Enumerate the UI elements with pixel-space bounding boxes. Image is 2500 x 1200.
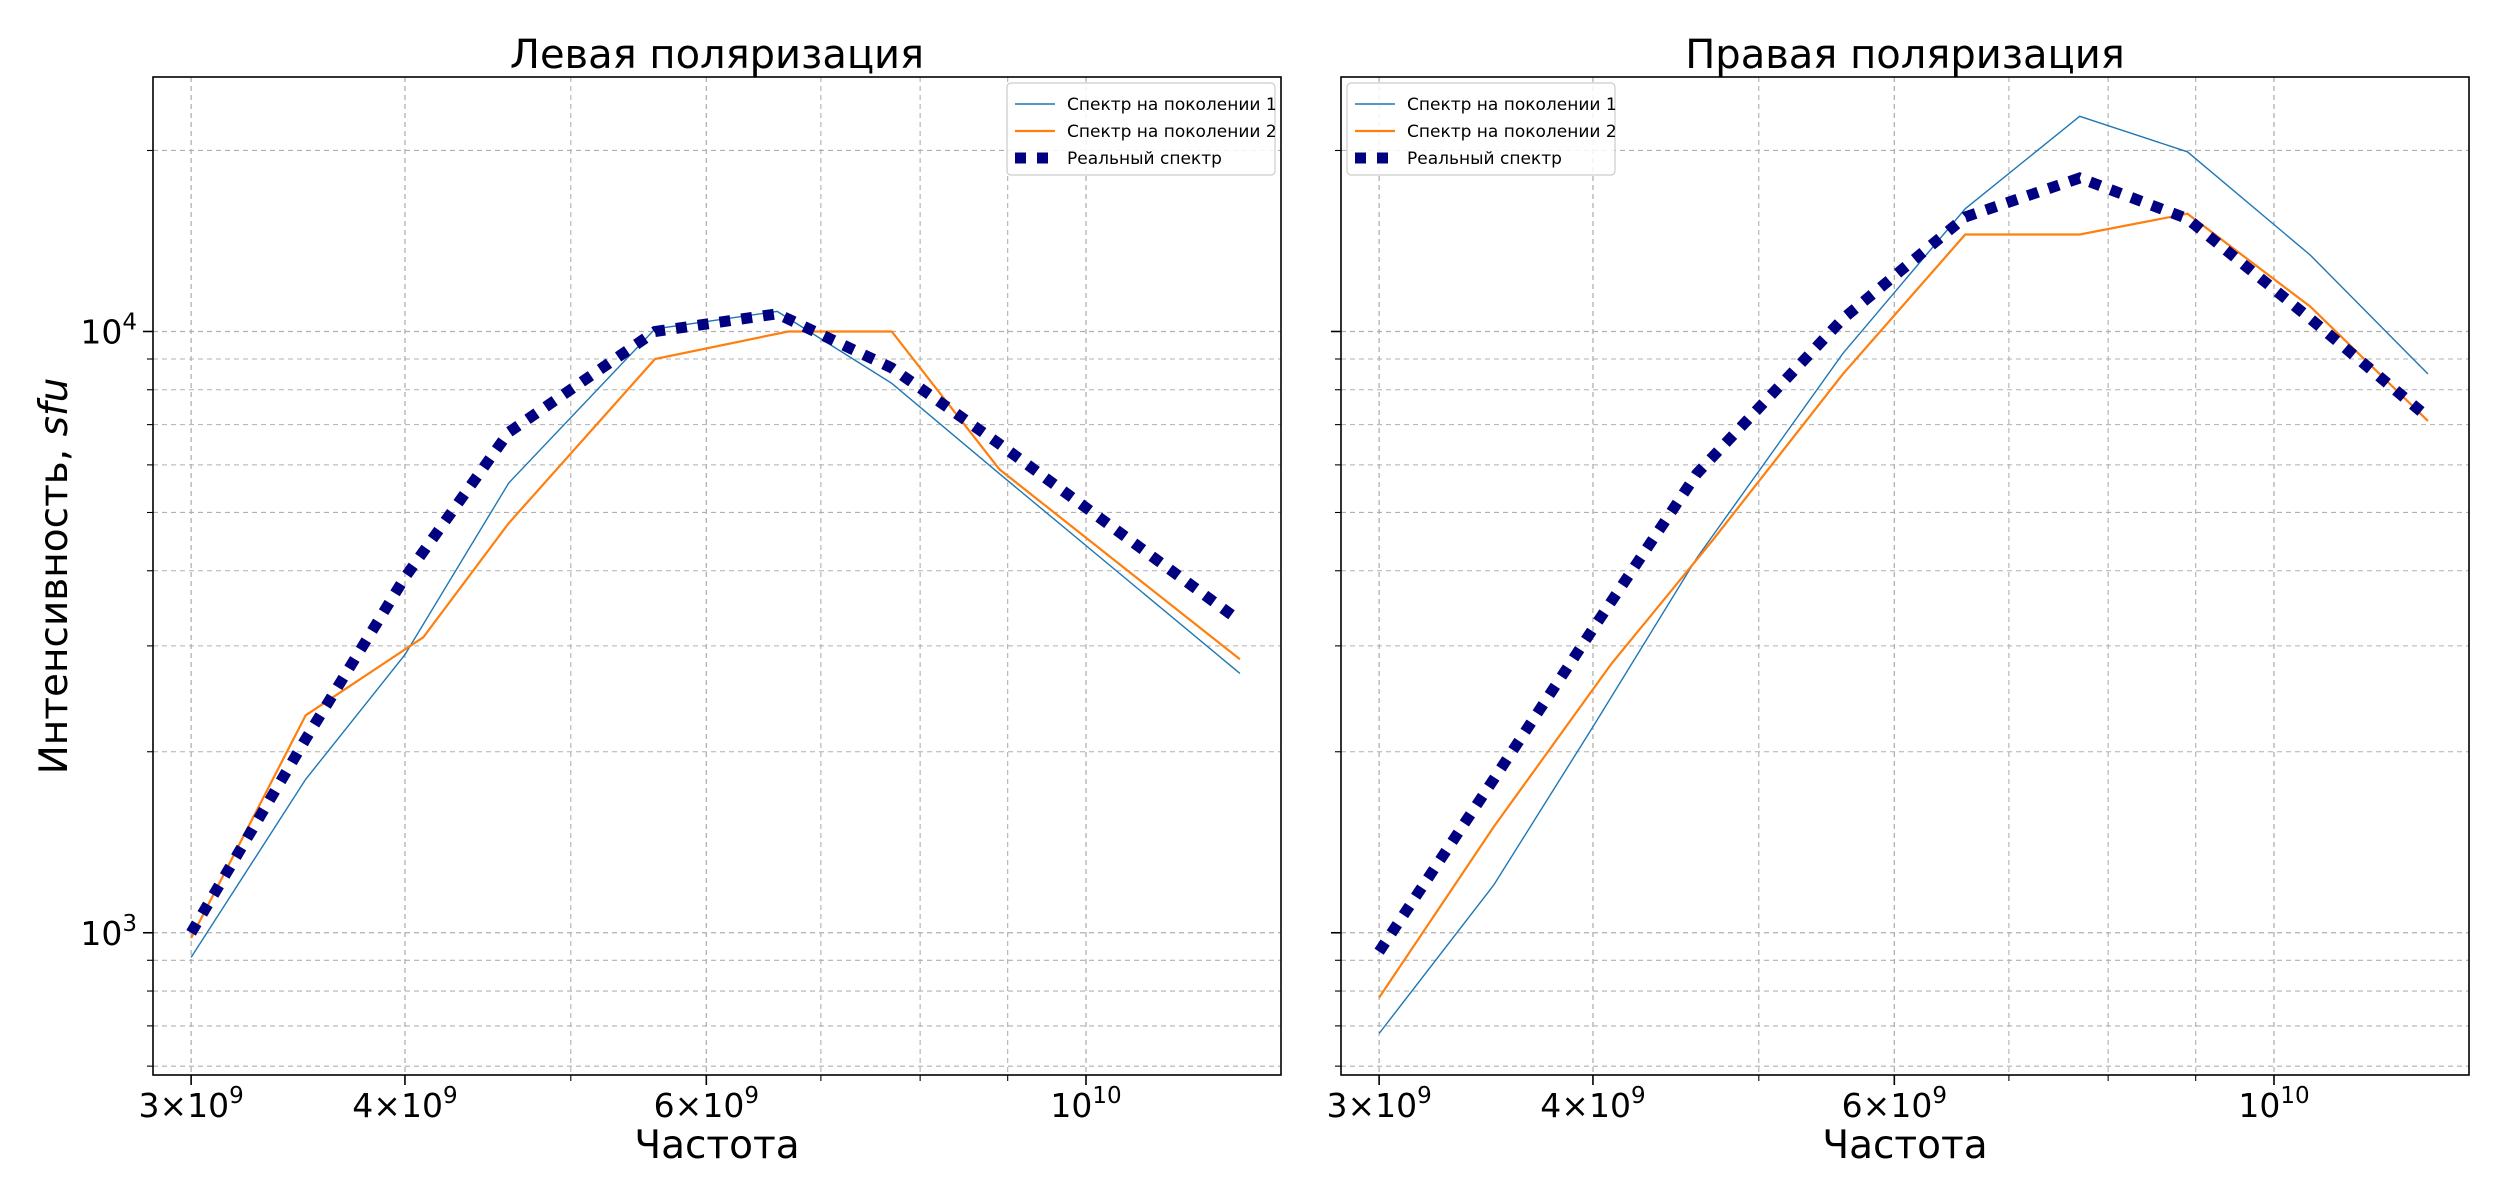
plot-frame bbox=[1340, 76, 2470, 1076]
x-tick-label: 6×109 bbox=[1842, 1083, 1947, 1125]
grid bbox=[1341, 77, 2469, 1075]
x-tick-label: 4×109 bbox=[352, 1083, 457, 1125]
series-line-3 bbox=[1374, 172, 2432, 955]
x-tick-label: 4×109 bbox=[1540, 1083, 1645, 1125]
x-tick-label: 3×109 bbox=[1326, 1083, 1431, 1125]
legend-label: Спектр на поколении 1 bbox=[1407, 95, 1617, 115]
x-tick-label: 1010 bbox=[1050, 1083, 1121, 1125]
chart-title: Левая поляризация bbox=[510, 32, 924, 78]
axis-ticks: 3×109 4×109 6×109 1010 bbox=[1326, 149, 2310, 1125]
y-axis-label-text: Интенсивность, bbox=[32, 436, 77, 774]
legend-label: Спектр на поколении 2 bbox=[1407, 122, 1617, 142]
y-axis-label-unit: sfu bbox=[32, 378, 77, 437]
series-line-1 bbox=[1378, 115, 2429, 1034]
x-tick-label: 1010 bbox=[2238, 1083, 2309, 1125]
legend-box bbox=[1346, 82, 1616, 176]
y-tick-label: 103 bbox=[80, 911, 137, 953]
axis-ticks: 3×109 4×109 6×109 1010 103 104 bbox=[80, 149, 1122, 1125]
legend-label: Реальный спектр bbox=[1407, 149, 1562, 169]
legend-label: Спектр на поколении 1 bbox=[1067, 95, 1277, 115]
y-tick-label: 104 bbox=[80, 309, 137, 351]
chart-title: Правая поляризация bbox=[1685, 32, 2125, 78]
legend-label: Спектр на поколении 2 bbox=[1067, 122, 1277, 142]
y-axis-label: Интенсивность, sfu bbox=[32, 378, 77, 775]
legend-box bbox=[1006, 82, 1276, 176]
x-tick-label: 6×109 bbox=[654, 1083, 759, 1125]
x-axis-label: Частота bbox=[634, 1123, 799, 1168]
x-tick-label: 3×109 bbox=[138, 1083, 243, 1125]
x-axis-label: Частота bbox=[1822, 1123, 1987, 1168]
series-layer bbox=[1374, 115, 2432, 1034]
series-line-1 bbox=[190, 310, 1241, 958]
legend: Спектр на поколении 1 Спектр на поколении… bbox=[1346, 82, 1617, 176]
legend-label: Реальный спектр bbox=[1067, 149, 1222, 169]
grid bbox=[153, 77, 1281, 1075]
panel-right: 3×109 4×109 6×109 1010 Правая поляризация Ч… bbox=[1326, 32, 2470, 1168]
legend: Спектр на поколении 1 Спектр на поколении… bbox=[1006, 82, 1277, 176]
series-line-2 bbox=[1378, 212, 2429, 999]
series-layer bbox=[186, 308, 1244, 958]
panel-left: 3×109 4×109 6×109 1010 103 104 Левая поляриза… bbox=[32, 32, 1282, 1168]
plot-frame bbox=[152, 76, 1282, 1076]
series-line-2 bbox=[190, 330, 1241, 939]
series-line-3 bbox=[186, 308, 1244, 936]
